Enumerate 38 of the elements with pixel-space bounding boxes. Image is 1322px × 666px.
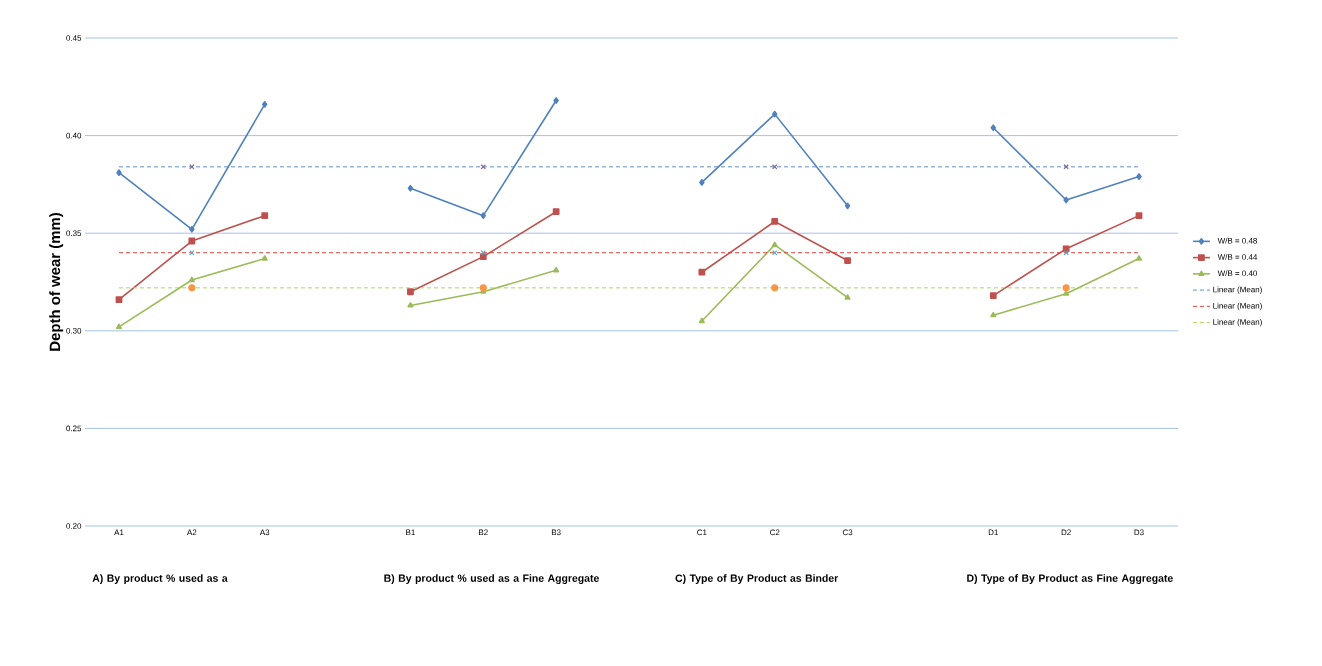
point	[990, 124, 997, 132]
point	[261, 255, 268, 261]
point	[261, 100, 268, 108]
point	[407, 288, 414, 296]
point	[698, 317, 705, 324]
point	[1063, 290, 1070, 296]
point	[989, 292, 997, 300]
text: B) By product % used as a Fine Aggregate	[384, 574, 599, 584]
point	[553, 97, 559, 104]
point	[771, 218, 779, 225]
point	[771, 110, 778, 118]
point	[407, 184, 414, 192]
point	[407, 302, 414, 308]
point	[844, 294, 851, 300]
point	[844, 257, 851, 264]
point	[844, 202, 851, 210]
text: D) Type of By Product as Fine Aggregate	[967, 574, 1173, 584]
point	[115, 323, 123, 329]
text: A) By product % used as a	[92, 574, 228, 584]
point	[1136, 173, 1142, 180]
point	[698, 268, 706, 276]
point	[1135, 212, 1143, 220]
point	[115, 296, 123, 303]
point	[188, 237, 196, 245]
point	[552, 208, 560, 216]
point	[1135, 255, 1143, 261]
point	[188, 276, 195, 283]
point	[771, 241, 778, 247]
point	[480, 212, 487, 220]
y-axis-title: Depth of wear (mm)	[49, 213, 64, 351]
point	[990, 311, 997, 318]
point	[116, 169, 122, 177]
point	[261, 212, 269, 220]
point	[699, 179, 705, 186]
point	[1063, 196, 1069, 204]
point	[189, 225, 195, 233]
text: C) Type of By Product as Binder	[675, 574, 839, 584]
point	[553, 266, 560, 273]
